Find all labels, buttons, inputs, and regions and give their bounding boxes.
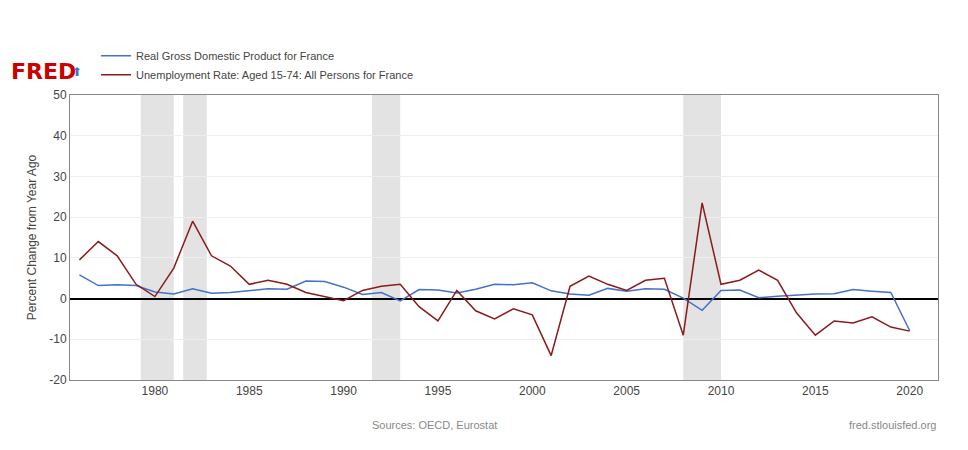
svg-text:FRED: FRED <box>11 59 76 84</box>
svg-text:Real Gross Domestic Product fo: Real Gross Domestic Product for France <box>136 50 334 62</box>
svg-text:2010: 2010 <box>708 384 735 398</box>
svg-text:1980: 1980 <box>142 384 169 398</box>
svg-text:50: 50 <box>53 88 67 102</box>
svg-text:40: 40 <box>53 129 67 143</box>
svg-text:0: 0 <box>60 292 67 306</box>
svg-text:-10: -10 <box>49 332 67 346</box>
svg-text:2020: 2020 <box>896 384 923 398</box>
svg-text:2005: 2005 <box>613 384 640 398</box>
svg-text:10: 10 <box>53 251 67 265</box>
svg-text:30: 30 <box>53 170 67 184</box>
svg-text:2000: 2000 <box>519 384 546 398</box>
svg-text:Unemployment Rate: Aged 15-74:: Unemployment Rate: Aged 15-74: All Perso… <box>136 69 413 81</box>
svg-text:Sources: OECD, Eurostat: Sources: OECD, Eurostat <box>372 419 497 431</box>
svg-text:fred.stlouisfed.org: fred.stlouisfed.org <box>849 419 936 431</box>
svg-text:1990: 1990 <box>330 384 357 398</box>
svg-text:20: 20 <box>53 210 67 224</box>
svg-text:⬆: ⬆ <box>72 65 82 79</box>
svg-text:1985: 1985 <box>236 384 263 398</box>
svg-text:2015: 2015 <box>802 384 829 398</box>
svg-text:Percent Change from Year Ago: Percent Change from Year Ago <box>25 154 39 320</box>
svg-text:-20: -20 <box>49 373 67 387</box>
svg-text:1995: 1995 <box>425 384 452 398</box>
